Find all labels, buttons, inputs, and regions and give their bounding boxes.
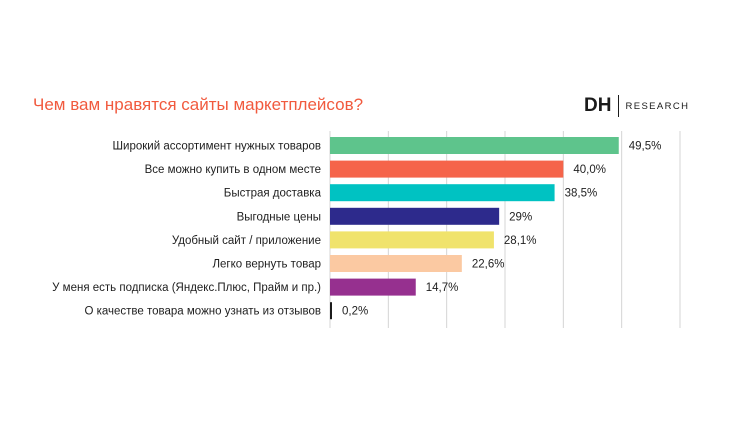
category-label-6: Легко вернуть товар: [212, 259, 321, 271]
chart-title: Чем вам нравятся сайты маркетплейсов?: [33, 95, 364, 114]
bar-8: [330, 302, 332, 320]
value-label-7: 14,7%: [426, 282, 459, 294]
bar-6: [330, 255, 462, 272]
value-label-1: 49,5%: [629, 141, 662, 153]
value-label-5: 28,1%: [504, 235, 537, 247]
bars: [330, 137, 619, 320]
bar-7: [330, 278, 416, 296]
category-label-4: Выгодные цены: [237, 211, 321, 223]
bar-1: [330, 137, 619, 154]
logo-mark: DH: [584, 95, 612, 116]
category-label-3: Быстрая доставка: [224, 188, 322, 200]
bar-3: [330, 184, 555, 202]
category-label-5: Удобный сайт / приложение: [172, 235, 321, 247]
category-label-8: О качестве товара можно узнать из отзыво…: [84, 306, 321, 318]
bar-2: [330, 160, 564, 178]
value-label-6: 22,6%: [472, 259, 505, 271]
category-label-1: Широкий ассортимент нужных товаров: [113, 141, 322, 153]
bar-4: [330, 207, 500, 225]
category-labels: Широкий ассортимент нужных товаров Все мо…: [52, 141, 321, 318]
gridlines: [329, 131, 681, 328]
value-labels: 49,5% 40,0% 38,5% 29% 28,1% 22,6% 14,7% 0,2%: [342, 141, 661, 318]
value-label-2: 40,0%: [573, 164, 606, 176]
value-label-3: 38,5%: [565, 188, 598, 200]
category-label-7: У меня есть подписка (Яндекс.Плюс, Прайм…: [52, 282, 321, 294]
logo-divider: [618, 95, 620, 117]
value-label-4: 29%: [509, 211, 532, 223]
value-label-8: 0,2%: [342, 306, 368, 318]
category-label-2: Все можно купить в одном месте: [145, 164, 321, 176]
bar-5: [330, 231, 494, 249]
logo-word: RESEARCH: [625, 100, 690, 112]
dh-research-logo: DH RESEARCH: [584, 94, 689, 118]
